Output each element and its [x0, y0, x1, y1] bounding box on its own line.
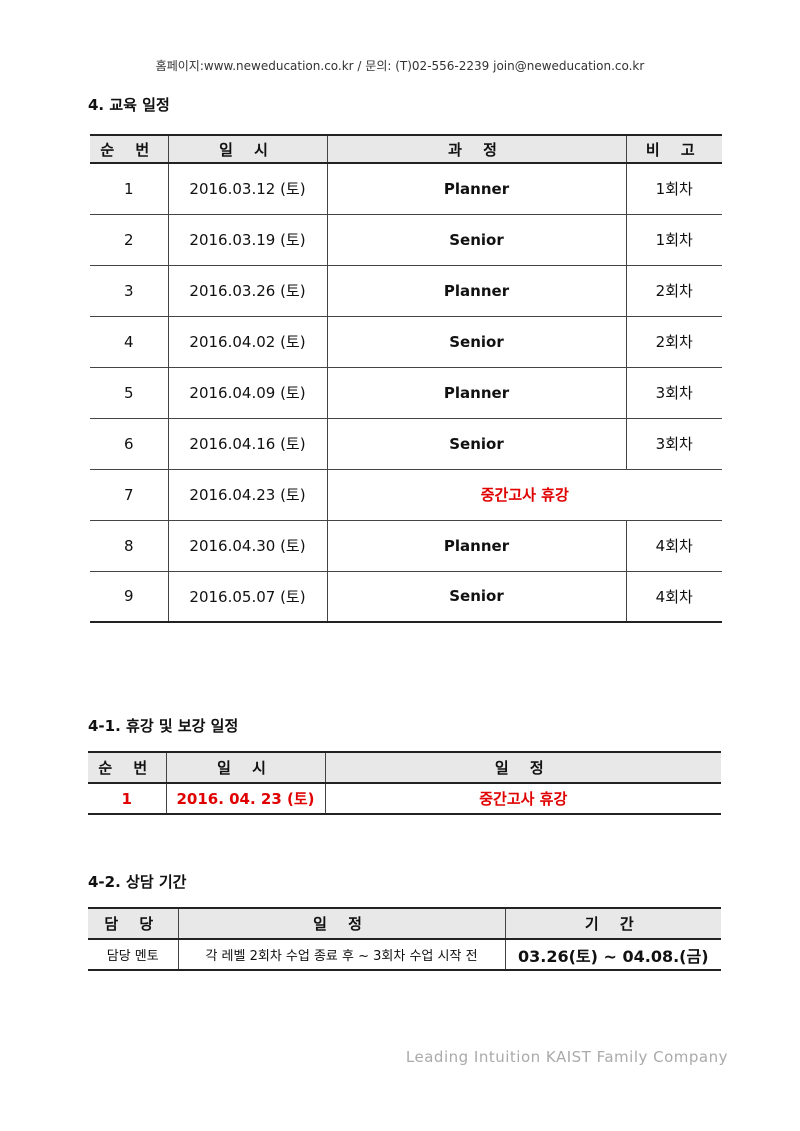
- table-row: 8 2016.04.30 (토) Planner 4회차: [90, 520, 722, 572]
- section-title-consultation: 4-2. 상담 기간: [88, 873, 187, 891]
- table-row: 5 2016.04.09 (토) Planner 3회차: [90, 367, 722, 419]
- col-header-schedule: 일 정: [324, 751, 721, 784]
- consultation-table: 담 당 일 정 기 간 담당 멘토 각 레벨 2회차 수업 종료 후 ~ 3회차…: [88, 907, 721, 971]
- cancellation-table: 순 번 일 시 일 정 1 2016. 04. 23 (토) 중간고사 휴강: [88, 751, 721, 815]
- cell-no: 9: [90, 571, 168, 623]
- col-header-schedule: 일 정: [177, 907, 505, 940]
- cell-no: 6: [90, 418, 168, 470]
- cell-course: Planner: [326, 520, 626, 572]
- cell-note: 3회차: [625, 418, 722, 470]
- cell-date: 2016.03.26 (토): [167, 265, 327, 317]
- table-row: 3 2016.03.26 (토) Planner 2회차: [90, 265, 722, 317]
- cell-course: 중간고사 휴강: [326, 469, 722, 521]
- cell-course: Senior: [326, 418, 626, 470]
- table-row: 6 2016.04.16 (토) Senior 3회차: [90, 418, 722, 470]
- cell-date: 2016.05.07 (토): [167, 571, 327, 623]
- cell-no: 4: [90, 316, 168, 368]
- table-row: 담당 멘토 각 레벨 2회차 수업 종료 후 ~ 3회차 수업 시작 전 03.…: [88, 939, 721, 971]
- cell-date: 2016.04.23 (토): [167, 469, 327, 521]
- col-header-no: 순 번: [88, 751, 166, 784]
- col-header-note: 비 고: [625, 134, 722, 164]
- cell-schedule: 각 레벨 2회차 수업 종료 후 ~ 3회차 수업 시작 전: [177, 939, 505, 971]
- cell-date: 2016.04.09 (토): [167, 367, 327, 419]
- cell-note: 1회차: [625, 163, 722, 215]
- col-header-owner: 담 당: [88, 907, 178, 940]
- cell-no: 5: [90, 367, 168, 419]
- cell-course: Senior: [326, 316, 626, 368]
- cell-note: 4회차: [625, 571, 722, 623]
- cell-date: 2016.04.30 (토): [167, 520, 327, 572]
- table-row: 4 2016.04.02 (토) Senior 2회차: [90, 316, 722, 368]
- col-header-no: 순 번: [90, 134, 168, 164]
- cell-note: 1회차: [625, 214, 722, 266]
- col-header-date: 일 시: [167, 134, 327, 164]
- cell-schedule: 중간고사 휴강: [324, 783, 721, 815]
- col-header-date: 일 시: [165, 751, 325, 784]
- cell-course: Planner: [326, 163, 626, 215]
- schedule-table: 순 번 일 시 과 정 비 고 1 2016.03.12 (토) Planner 1회…: [90, 134, 722, 623]
- cell-note: 2회차: [625, 265, 722, 317]
- cell-date: 2016. 04. 23 (토): [165, 783, 325, 815]
- cell-date: 2016.03.19 (토): [167, 214, 327, 266]
- section-title-schedule: 4. 교육 일정: [88, 96, 170, 114]
- cell-course: Senior: [326, 571, 626, 623]
- cell-note: 2회차: [625, 316, 722, 368]
- cell-no: 1: [90, 163, 168, 215]
- cell-period: 03.26(토) ~ 04.08.(금): [504, 939, 721, 971]
- table-row: 2 2016.03.19 (토) Senior 1회차: [90, 214, 722, 266]
- cell-no: 7: [90, 469, 168, 521]
- table-row: 1 2016. 04. 23 (토) 중간고사 휴강: [88, 783, 721, 815]
- col-header-period: 기 간: [504, 907, 721, 940]
- cell-date: 2016.03.12 (토): [167, 163, 327, 215]
- cell-course: Planner: [326, 265, 626, 317]
- cell-no: 3: [90, 265, 168, 317]
- cell-no: 1: [88, 783, 166, 815]
- cell-date: 2016.04.16 (토): [167, 418, 327, 470]
- cell-note: 4회차: [625, 520, 722, 572]
- cell-note: 3회차: [625, 367, 722, 419]
- cell-course: Senior: [326, 214, 626, 266]
- table-row: 9 2016.05.07 (토) Senior 4회차: [90, 571, 722, 623]
- cell-no: 8: [90, 520, 168, 572]
- section-title-cancellation: 4-1. 휴강 및 보강 일정: [88, 717, 239, 735]
- table-row: 7 2016.04.23 (토) 중간고사 휴강: [90, 469, 722, 521]
- contact-header: 홈페이지:www.neweducation.co.kr / 문의: (T)02-…: [155, 59, 645, 73]
- footer-tagline: Leading Intuition KAIST Family Company: [405, 1048, 728, 1066]
- cell-no: 2: [90, 214, 168, 266]
- col-header-course: 과 정: [326, 134, 626, 164]
- table-row: 1 2016.03.12 (토) Planner 1회차: [90, 163, 722, 215]
- cell-date: 2016.04.02 (토): [167, 316, 327, 368]
- cell-course: Planner: [326, 367, 626, 419]
- cell-owner: 담당 멘토: [88, 939, 178, 971]
